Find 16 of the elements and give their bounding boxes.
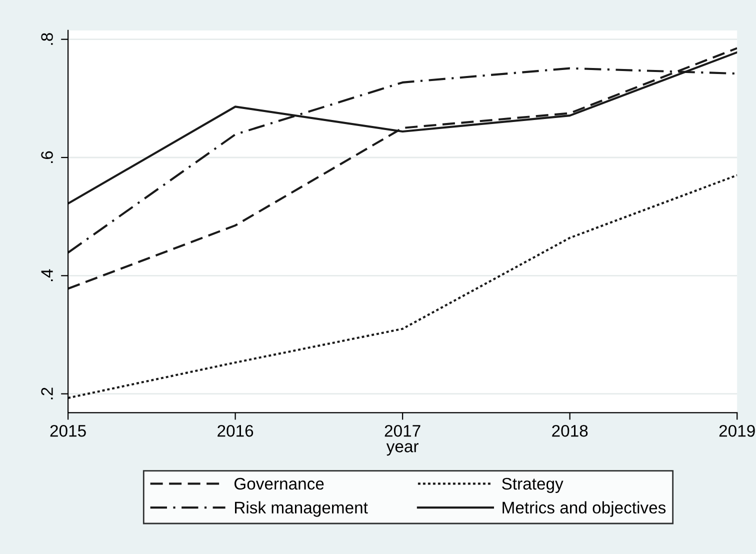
y-tick-label: .4 [41,269,53,282]
legend-label: Strategy [502,478,564,493]
x-tick-label: 2017 [384,424,420,437]
legend-label: Risk management [235,501,368,517]
x-tick-label: 2016 [218,424,254,437]
line-series [68,47,738,290]
x-tick-label: 2015 [50,424,86,437]
y-tick-label: .8 [41,33,53,45]
legend-label: Metrics and objectives [502,501,666,517]
y-tick-label: .6 [41,151,53,163]
x-tick-label: 2019 [719,424,755,437]
x-tick-label: 2018 [552,424,588,437]
x-axis-title: year [386,443,419,456]
legend-label: Governance [234,478,324,490]
y-tick-label: .2 [41,388,53,400]
line-series [68,174,738,400]
